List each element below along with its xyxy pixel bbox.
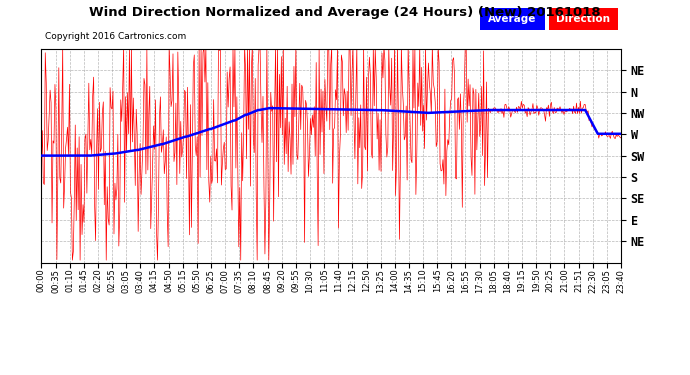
- Text: Average: Average: [488, 14, 537, 24]
- Text: Copyright 2016 Cartronics.com: Copyright 2016 Cartronics.com: [45, 32, 186, 41]
- Text: Wind Direction Normalized and Average (24 Hours) (New) 20161018: Wind Direction Normalized and Average (2…: [89, 6, 601, 19]
- Text: Direction: Direction: [556, 14, 610, 24]
